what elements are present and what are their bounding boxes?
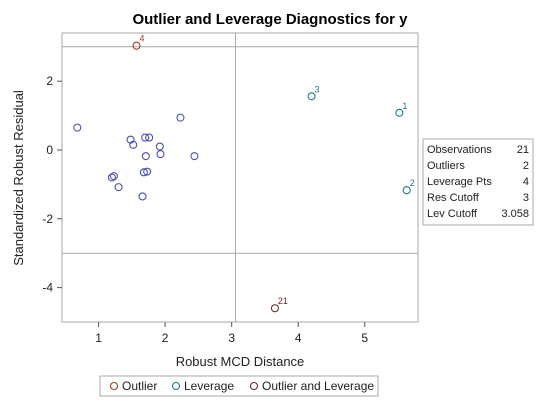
point-label: 3 [315,84,320,94]
data-point-outlier [132,41,141,50]
x-tick-label: 4 [295,331,302,345]
data-points: 1 2 3 4 21 [73,34,415,313]
point-label: 4 [140,34,145,44]
data-point-normal [145,133,154,142]
y-axis-label: Standardized Robust Residual [11,90,26,266]
data-point-normal [107,173,116,182]
legend-marker-outlier [109,381,119,391]
stats-frame [422,138,534,226]
data-point-normal [141,152,150,161]
point-label: 21 [278,296,288,306]
data-point-normal [129,140,138,149]
statistics-inset: Observations 21 Outliers 2 Leverage Pts 4 Res … [422,138,534,226]
data-point-normal [73,123,82,132]
stat-name: Leverage Pts [427,176,492,188]
data-point-normal [143,167,152,176]
data-point-leverage [402,186,411,195]
data-point-normal [156,150,165,159]
legend-marker-outlier_and_leverage [249,381,259,391]
stat-name: Outliers [427,160,465,172]
y-tick-label: 2 [46,74,53,88]
x-tick-label: 5 [361,331,368,345]
point-label: 1 [402,101,407,111]
stat-name: Observations [427,144,492,156]
y-tick-label: 0 [46,143,53,157]
data-point-normal [176,113,185,122]
x-axis-label: Robust MCD Distance [176,354,305,369]
stat-name: Lev Cutoff [427,208,478,220]
data-point-normal [155,142,164,151]
point-label: 2 [410,178,415,188]
stat-name: Res Cutoff [427,192,480,204]
x-axis-ticks: 1 2 3 4 5 [95,322,368,345]
stat-value: 2 [523,160,529,172]
chart-title: Outlier and Leverage Diagnostics for y [132,11,408,28]
stat-value: 3.058 [501,208,529,220]
data-point-leverage [307,92,316,101]
legend: Outlier Leverage Outlier and Leverage [99,375,379,397]
data-point-normal [109,172,118,181]
x-tick-label: 1 [95,331,102,345]
legend-marker-leverage [171,381,181,391]
y-tick-label: -4 [42,281,53,295]
legend-label: Outlier and Leverage [262,379,374,393]
data-point-normal [138,192,147,201]
reference-lines [62,33,418,322]
data-point-normal [141,133,150,142]
legend-label: Outlier [122,379,157,393]
legend-label: Leverage [184,379,234,393]
data-point-normal [190,152,199,161]
y-tick-label: -2 [42,212,53,226]
plot-frame [61,32,419,323]
data-point-normal [114,183,123,192]
stat-value: 21 [517,144,529,156]
y-axis-ticks: -4 -2 0 2 [42,74,62,295]
data-point-outlier_and_leverage [270,304,279,313]
stat-value: 4 [523,176,529,188]
data-point-normal [139,168,148,177]
stat-value: 3 [523,192,529,204]
data-point-leverage [395,108,404,117]
x-tick-label: 2 [162,331,169,345]
x-tick-label: 3 [228,331,235,345]
legend-frame [99,375,379,397]
